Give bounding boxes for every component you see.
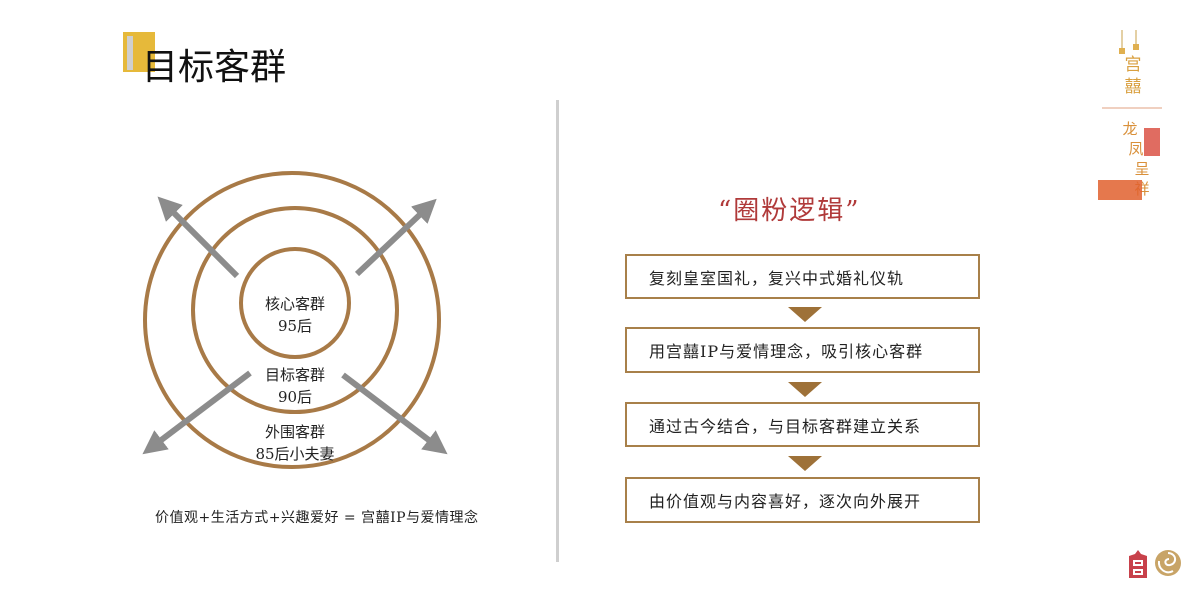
down-triangle-icon (788, 382, 822, 397)
phoenix-logo-icon (1155, 550, 1181, 576)
middle-circle-label: 目标客群 90后 (215, 364, 375, 408)
inner-label-line1: 核心客群 (264, 295, 325, 313)
inner-ring (239, 247, 351, 359)
logic-step-3: 通过古今结合，与目标客群建立关系 (625, 402, 980, 447)
svg-text:凤: 凤 (1128, 140, 1143, 158)
logic-step-2: 用宫囍IP与爱情理念，吸引核心客群 (625, 327, 980, 373)
logic-step-1: 复刻皇室国礼，复兴中式婚礼仪轨 (625, 254, 980, 299)
svg-text:宫: 宫 (1125, 55, 1142, 75)
formula-text: 价值观+生活方式+兴趣爱好 = 宫囍IP与爱情理念 (155, 510, 479, 526)
arrow-up-left (157, 196, 240, 279)
outer-label-line1: 外围客群 (264, 423, 325, 441)
wedding-poster-decoration: 宫 囍 龙 凤 呈 祥 (1098, 30, 1162, 200)
arrow-up-right (354, 198, 437, 277)
svg-text:呈: 呈 (1134, 160, 1149, 178)
middle-label-line1: 目标客群 (264, 366, 325, 384)
arrow-down-right (341, 372, 448, 455)
down-triangle-icon (788, 307, 822, 322)
logic-step-4: 由价值观与内容喜好，逐次向外展开 (625, 477, 980, 523)
vertical-divider (556, 100, 559, 562)
middle-label-line2: 90后 (277, 388, 313, 406)
outer-ring (143, 171, 441, 469)
logic-title: “圈粉逻辑” (718, 196, 861, 226)
palace-logo-icon (1129, 550, 1147, 578)
outer-circle-label: 外围客群 85后小夫妻 (215, 421, 375, 465)
down-triangle-icon (788, 456, 822, 471)
middle-ring (191, 206, 399, 414)
title-accent-bar (127, 36, 133, 70)
arrow-down-left (142, 370, 252, 455)
concentric-circles-diagram (142, 171, 448, 469)
page-title: 目标客群 (142, 47, 287, 88)
inner-label-line2: 95后 (277, 317, 313, 335)
svg-text:囍: 囍 (1125, 77, 1142, 97)
svg-text:龙: 龙 (1122, 120, 1137, 138)
outer-label-line2: 85后小夫妻 (255, 445, 335, 463)
inner-circle-label: 核心客群 95后 (215, 293, 375, 337)
